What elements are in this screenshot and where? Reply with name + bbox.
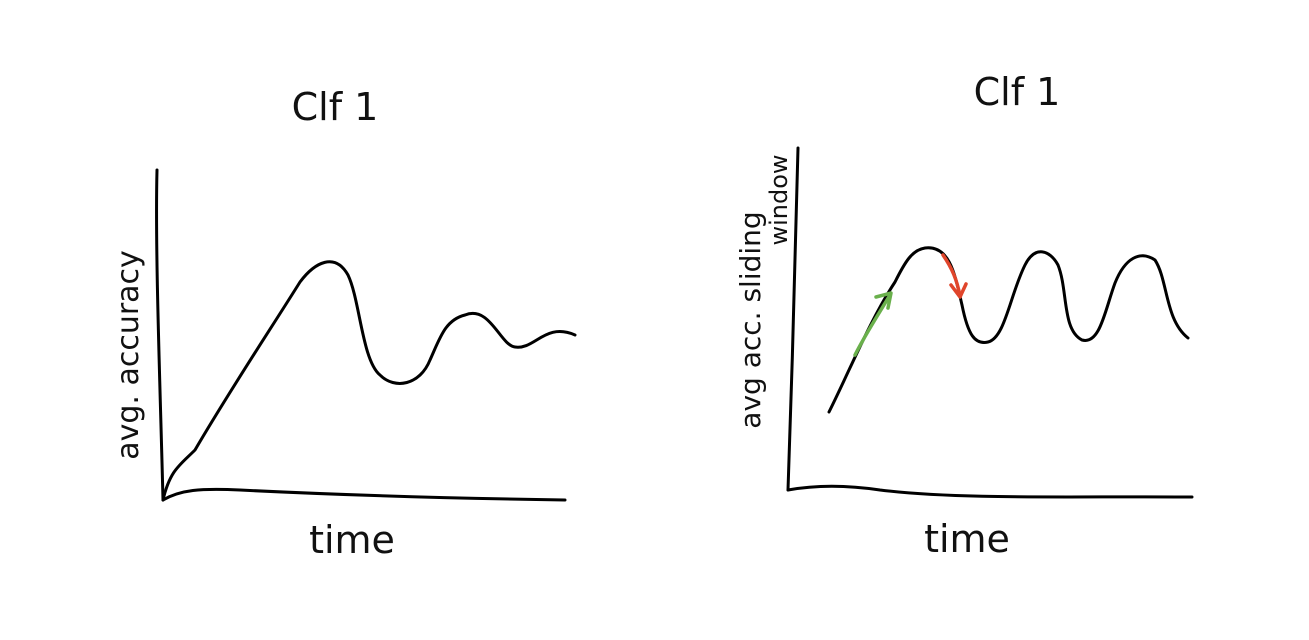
sketch-left-title: Clf 1: [292, 85, 379, 129]
sketch-right-x-axis: [786, 484, 1194, 499]
rising-arrow-shaft: [853, 293, 892, 357]
sketch-right: Clf 1 avg acc. sliding window time: [734, 70, 1194, 561]
sketch-right-title: Clf 1: [974, 70, 1061, 114]
sketch-right-falling-arrow: [941, 253, 968, 299]
rising-arrow-head: [874, 291, 893, 310]
falling-arrow-head: [949, 282, 968, 299]
sketch-right-rising-arrow: [853, 291, 893, 357]
sketch-left-x-axis-label: time: [309, 518, 395, 562]
sketch-right-sliding-window-curve: [827, 246, 1190, 414]
sketch-left-y-axis: [155, 168, 165, 502]
sketch-left: Clf 1 avg. accuracy time: [111, 85, 577, 562]
sketch-left-y-axis-label: avg. accuracy: [111, 250, 146, 460]
sketch-left-x-axis: [161, 487, 567, 502]
sketch-right-y-axis-label-line1: avg acc. sliding: [734, 211, 767, 428]
sketch-right-x-axis-label: time: [924, 517, 1010, 561]
sketch-left-accuracy-curve: [161, 260, 577, 502]
sketch-right-y-axis: [786, 146, 800, 492]
sketch-right-y-axis-label-line2: window: [765, 154, 793, 245]
falling-arrow-shaft: [941, 253, 962, 298]
